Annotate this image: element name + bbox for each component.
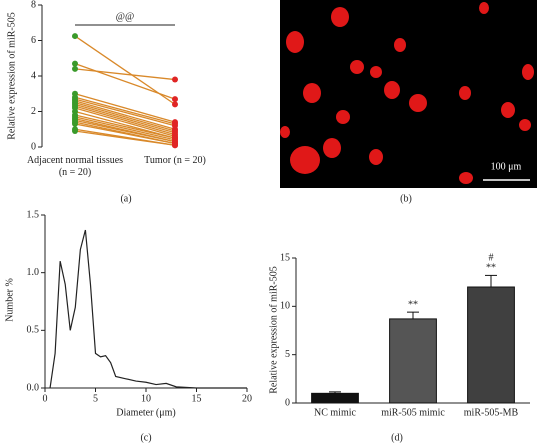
pair-line — [74, 62, 176, 100]
y-tick-label: 0 — [285, 397, 290, 408]
significance: # — [489, 253, 494, 264]
scale-label: 100 μm — [491, 161, 522, 172]
micrograph: 100 μm — [280, 0, 537, 188]
pair-line — [74, 68, 176, 81]
y-tick-label: 10 — [280, 301, 290, 312]
pair-line — [74, 105, 176, 136]
pair-line — [74, 103, 176, 134]
pair-line — [74, 130, 176, 146]
point — [172, 142, 178, 149]
x-tick-label: miR-505 mimic — [381, 407, 445, 418]
y-tick-label: 2 — [31, 106, 36, 117]
x-tick-label: NC mimic — [314, 407, 357, 418]
point — [72, 120, 78, 127]
x-tick-label: 10 — [141, 393, 151, 404]
pair-line — [74, 123, 176, 145]
y-tick-label: 6 — [31, 35, 36, 46]
pair-line — [74, 114, 176, 139]
bar — [311, 392, 359, 404]
pair-line — [74, 96, 176, 125]
bar — [467, 286, 515, 404]
significance: ** — [408, 299, 418, 310]
y-axis-label: Relative expression of miR-505 — [268, 266, 279, 393]
x-tick-label: miR-505-MB — [464, 407, 519, 418]
pair-line — [74, 100, 176, 130]
y-tick-label: 8 — [31, 0, 36, 10]
y-tick-label: 0.5 — [27, 325, 40, 336]
pair-line — [74, 107, 176, 137]
x-axis-label: Diameter (μm) — [116, 407, 176, 418]
point — [72, 65, 78, 72]
y-axis-label: Relative expression of miR-505 — [6, 12, 17, 139]
point — [172, 76, 178, 83]
y-tick-label: 1.0 — [27, 267, 40, 278]
pair-line — [74, 119, 176, 143]
x-tick-label: 0 — [43, 393, 48, 404]
point — [72, 128, 78, 135]
y-tick-label: 4 — [31, 70, 36, 81]
annotation: @@ — [116, 11, 134, 22]
y-tick-label: 0 — [31, 141, 36, 152]
pair-line — [74, 101, 176, 132]
pair-line — [74, 93, 176, 123]
cells — [280, 2, 534, 184]
y-tick-label: 0.0 — [27, 382, 40, 393]
point — [72, 33, 78, 40]
x-tick-label: 15 — [192, 393, 202, 404]
pair-line — [74, 98, 176, 127]
point — [172, 96, 178, 103]
bar — [389, 318, 437, 404]
caption: (a) — [120, 193, 131, 204]
pair-line — [74, 116, 176, 141]
caption: (d) — [391, 432, 403, 443]
y-tick-label: 15 — [280, 252, 290, 263]
y-tick-label: 1.5 — [27, 209, 40, 220]
caption: (c) — [140, 432, 151, 443]
x-tick-label: 5 — [93, 393, 98, 404]
x-tick-label: Tumor (n = 20) — [144, 155, 206, 166]
caption: (b) — [400, 193, 412, 204]
significance: ** — [486, 263, 496, 274]
point — [172, 101, 178, 108]
x-tick-label: 20 — [242, 393, 252, 404]
x-tick-label: Adjacent normal tissues (n = 20) — [26, 155, 124, 178]
y-tick-label: 5 — [285, 349, 290, 360]
point — [72, 60, 78, 67]
y-axis-label: Number % — [4, 278, 15, 322]
micrograph-bg — [280, 0, 537, 188]
line — [49, 229, 247, 389]
